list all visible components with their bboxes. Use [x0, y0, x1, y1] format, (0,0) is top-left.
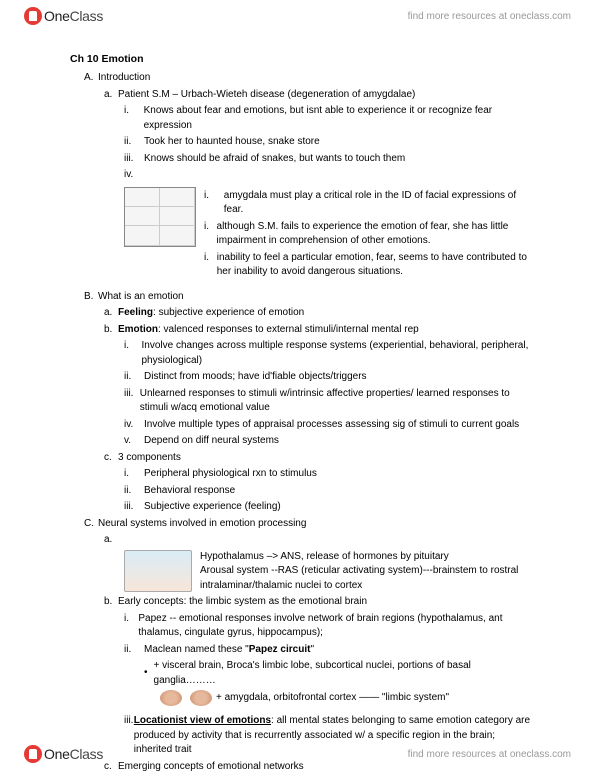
item-B-a: a.Feeling: subjective experience of emot…	[104, 306, 535, 321]
item-B-b-iii: iii.Unlearned responses to stimuli w/int…	[124, 387, 535, 416]
logo-icon	[24, 7, 42, 25]
item-C-b: b.Early concepts: the limbic system as t…	[104, 595, 535, 610]
item-A-a-iii: iii.Knows should be afraid of snakes, bu…	[124, 152, 535, 167]
brand-logo: OneClass	[24, 7, 103, 25]
header-bar: OneClass find more resources at oneclass…	[0, 0, 595, 32]
item-A-a-iv: iv.	[124, 168, 535, 183]
item-B-c: c.3 components	[104, 451, 535, 466]
document-body: Ch 10 Emotion A.Introduction a.Patient S…	[0, 32, 595, 774]
footer-bar: OneClass find more resources at oneclass…	[0, 738, 595, 770]
section-C: C.Neural systems involved in emotion pro…	[84, 517, 535, 532]
item-A-a: a.Patient S.M – Urbach-Wieteh disease (d…	[104, 88, 535, 103]
item-B-b-ii: ii.Distinct from moods; have id'fiable o…	[124, 370, 535, 385]
section-B: B.What is an emotion	[84, 290, 535, 305]
box-ii: i.although S.M. fails to experience the …	[204, 220, 535, 249]
item-B-b-i: i.Involve changes across multiple respon…	[124, 339, 535, 368]
item-B-c-i: i.Peripheral physiological rxn to stimul…	[124, 467, 535, 482]
item-A-a-ii: ii.Took her to haunted house, snake stor…	[124, 135, 535, 150]
small-brain-icon	[190, 690, 212, 706]
item-C-b-ii-sub2: + amygdala, orbitofrontal cortex —— "lim…	[156, 690, 535, 706]
faces-figure-icon	[124, 187, 196, 247]
item-C-b-ii-sub: • + visceral brain, Broca's limbic lobe,…	[144, 659, 535, 688]
brain-figure-icon	[124, 550, 192, 592]
item-B-b-v: v.Depend on diff neural systems	[124, 434, 535, 449]
footer-tagline: find more resources at oneclass.com	[408, 749, 571, 760]
box-iii: i.inability to feel a particular emotion…	[204, 251, 535, 280]
item-A-a-i: i.Knows about fear and emotions, but isn…	[124, 104, 535, 133]
box-i: i.amygdala must play a critical role in …	[204, 189, 535, 218]
brand-one: One	[44, 8, 70, 24]
chapter-title: Ch 10 Emotion	[70, 52, 535, 67]
item-B-b-iv: iv.Involve multiple types of appraisal p…	[124, 418, 535, 433]
brand-class: Class	[70, 8, 104, 24]
header-tagline: find more resources at oneclass.com	[408, 11, 571, 22]
item-B-c-ii: ii.Behavioral response	[124, 484, 535, 499]
brain-figure-row: Hypothalamus –> ANS, release of hormones…	[124, 550, 535, 594]
item-B-b: b.Emotion: valenced responses to externa…	[104, 323, 535, 338]
item-B-c-iii: iii.Subjective experience (feeling)	[124, 500, 535, 515]
item-C-a: a.	[104, 533, 535, 548]
small-brain-icon	[160, 690, 182, 706]
logo-icon	[24, 745, 42, 763]
section-A: A.Introduction	[84, 71, 535, 86]
brand-logo-footer: OneClass	[24, 745, 103, 763]
brain-line-1: Hypothalamus –> ANS, release of hormones…	[200, 550, 535, 565]
item-C-b-i: i.Papez -- emotional responses involve n…	[124, 612, 535, 641]
item-C-b-ii: ii.Maclean named these "Papez circuit"	[124, 643, 535, 658]
figure-with-notes: i.amygdala must play a critical role in …	[124, 187, 535, 280]
brain-line-2: Arousal system --RAS (reticular activati…	[200, 564, 535, 593]
